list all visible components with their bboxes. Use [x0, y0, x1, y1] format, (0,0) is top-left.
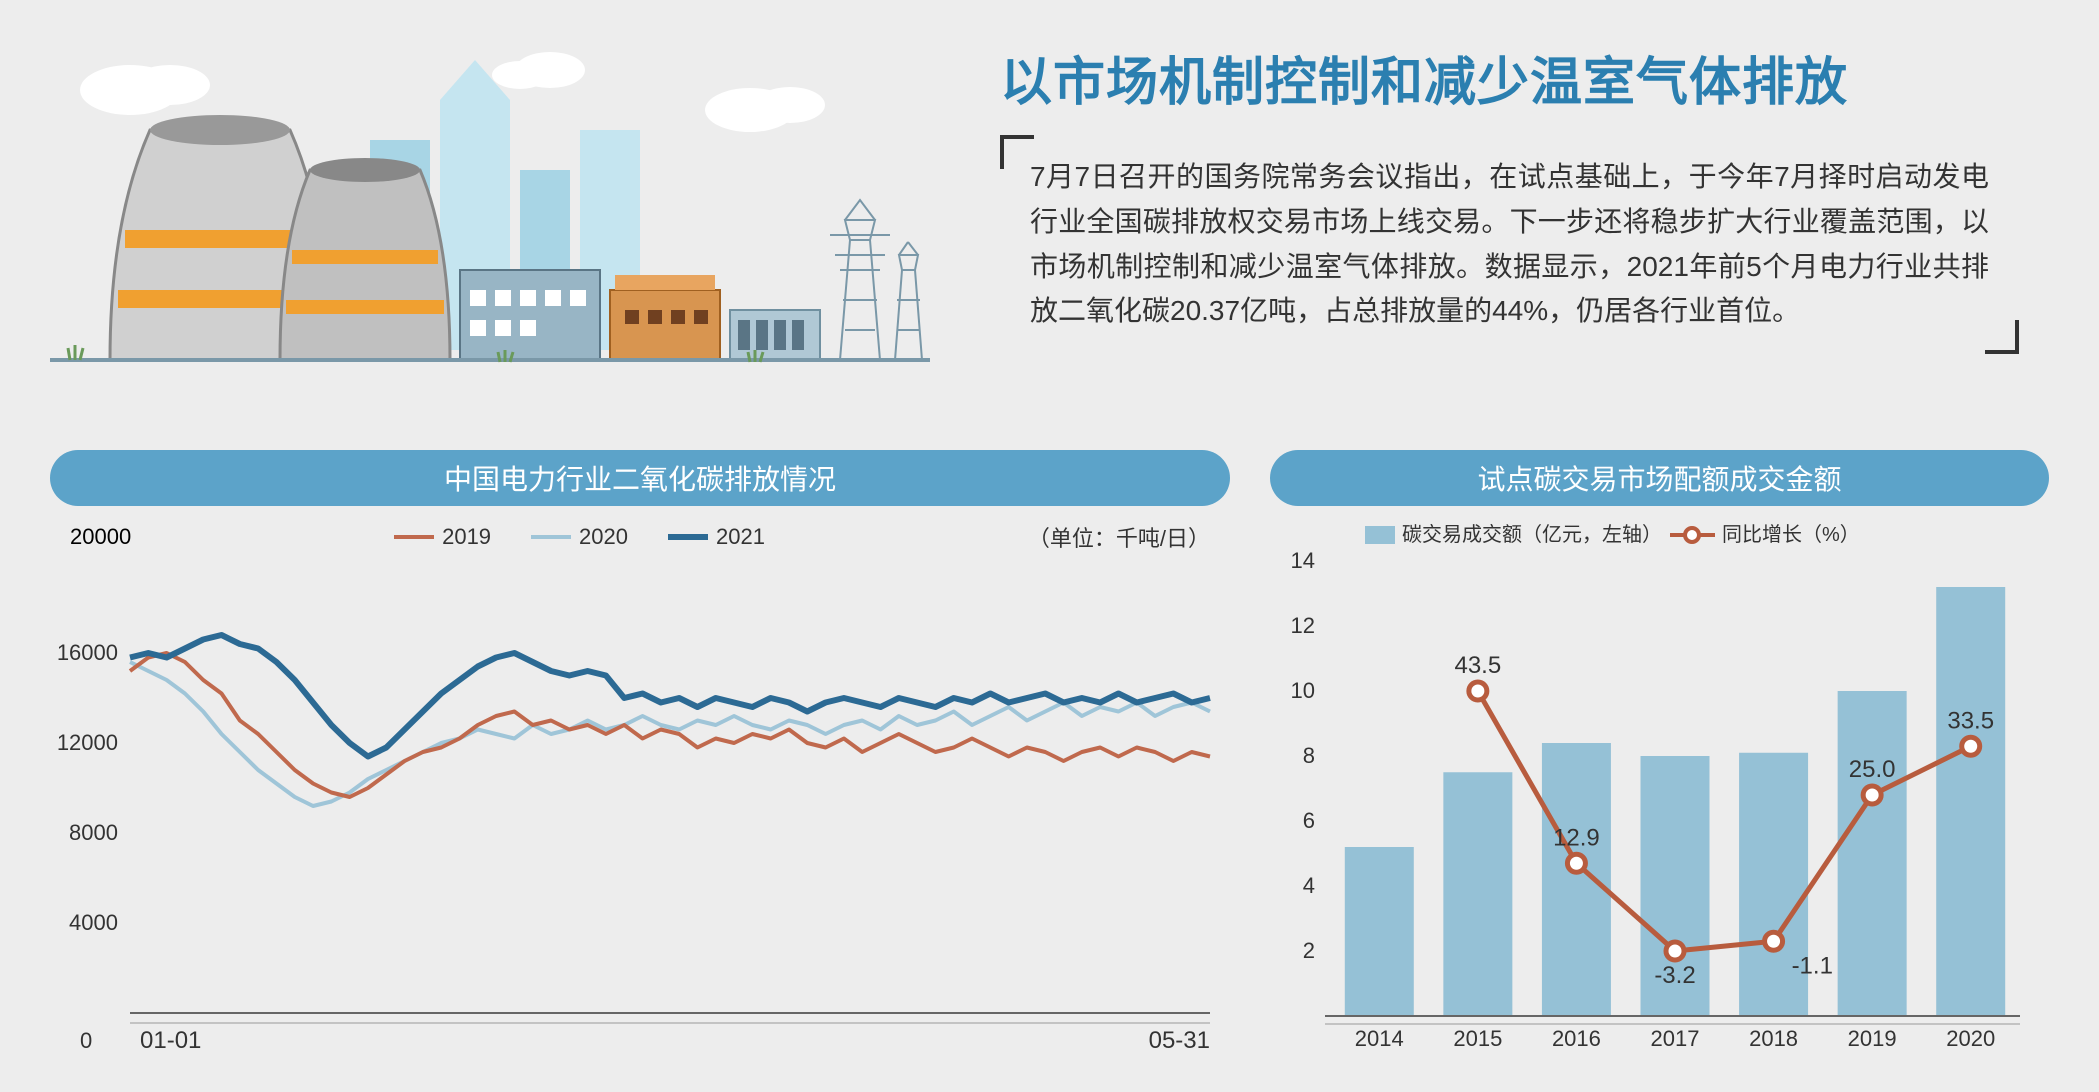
svg-text:2018: 2018	[1749, 1026, 1798, 1051]
svg-text:43.5: 43.5	[1454, 652, 1501, 679]
line-legend: 2019 2020 2021	[394, 524, 765, 550]
svg-text:01-01: 01-01	[140, 1027, 201, 1054]
infographic-page: 以市场机制控制和减少温室气体排放 7月7日召开的国务院常务会议指出，在试点基础上…	[0, 0, 2099, 1092]
legend-swatch-2019	[394, 535, 434, 539]
svg-text:2019: 2019	[1848, 1026, 1897, 1051]
main-title: 以市场机制控制和减少温室气体排放	[1000, 40, 2019, 115]
svg-text:14: 14	[1291, 548, 1315, 573]
svg-text:2: 2	[1303, 938, 1315, 963]
svg-text:2020: 2020	[1946, 1026, 1995, 1051]
svg-text:8: 8	[1303, 743, 1315, 768]
svg-text:10: 10	[1291, 678, 1315, 703]
svg-text:12: 12	[1291, 613, 1315, 638]
power-plant-illustration	[50, 20, 930, 420]
charts-row: 中国电力行业二氧化碳排放情况 20000 2019 2020 2021	[50, 450, 2049, 1071]
svg-text:-1.1: -1.1	[1792, 952, 1833, 979]
legend-2019: 2019	[394, 524, 491, 550]
svg-text:25.0: 25.0	[1849, 756, 1896, 783]
svg-text:2015: 2015	[1453, 1026, 1502, 1051]
svg-text:0: 0	[80, 1028, 92, 1053]
legend-2020: 2020	[531, 524, 628, 550]
svg-text:同比增长（%）: 同比增长（%）	[1722, 523, 1860, 546]
line-chart-title: 中国电力行业二氧化碳排放情况	[50, 450, 1230, 506]
svg-text:-3.2: -3.2	[1654, 962, 1695, 989]
svg-text:2017: 2017	[1651, 1026, 1700, 1051]
svg-text:2016: 2016	[1552, 1026, 1601, 1051]
svg-text:碳交易成交额（亿元，左轴）: 碳交易成交额（亿元，左轴）	[1402, 523, 1662, 546]
line-chart-header: 20000 2019 2020 2021 （单位：千吨/日）	[50, 521, 1230, 553]
bar-chart-title: 试点碳交易市场配额成交金额	[1270, 450, 2049, 506]
legend-swatch-2021	[668, 534, 708, 540]
svg-text:16000: 16000	[57, 640, 118, 665]
bracket-box: 7月7日召开的国务院常务会议指出，在试点基础上，于今年7月择时启动发电行业全国碳…	[1000, 135, 2019, 354]
text-block: 以市场机制控制和减少温室气体排放 7月7日召开的国务院常务会议指出，在试点基础上…	[970, 20, 2049, 440]
line-chart-panel: 中国电力行业二氧化碳排放情况 20000 2019 2020 2021	[50, 450, 1230, 1071]
svg-text:05-31: 05-31	[1149, 1027, 1210, 1054]
svg-text:12.9: 12.9	[1553, 824, 1600, 851]
body-text: 7月7日召开的国务院常务会议指出，在试点基础上，于今年7月择时启动发电行业全国碳…	[1030, 155, 1989, 334]
legend-swatch-2020	[531, 535, 571, 539]
bar-chart-panel: 试点碳交易市场配额成交金额 碳交易成交额（亿元，左轴） 同比增长（%） 2 4 6 8 10…	[1270, 450, 2049, 1071]
svg-text:4: 4	[1303, 873, 1315, 898]
svg-text:8000: 8000	[69, 820, 118, 845]
svg-text:4000: 4000	[69, 910, 118, 935]
line-chart-svg: 4000 8000 12000 16000 0 01-01 05-31	[50, 553, 1230, 1063]
top-section: 以市场机制控制和减少温室气体排放 7月7日召开的国务院常务会议指出，在试点基础上…	[50, 20, 2049, 440]
legend-2021: 2021	[668, 524, 765, 550]
svg-text:2014: 2014	[1355, 1026, 1404, 1051]
y-tick-top: 20000	[70, 524, 131, 550]
unit-label: （单位：千吨/日）	[1028, 521, 1210, 553]
bar-chart-svg: 碳交易成交额（亿元，左轴） 同比增长（%） 2 4 6 8 10 12 14 2014 2015 20…	[1270, 521, 2040, 1066]
svg-text:12000: 12000	[57, 730, 118, 755]
svg-text:6: 6	[1303, 808, 1315, 833]
svg-text:33.5: 33.5	[1947, 707, 1994, 734]
